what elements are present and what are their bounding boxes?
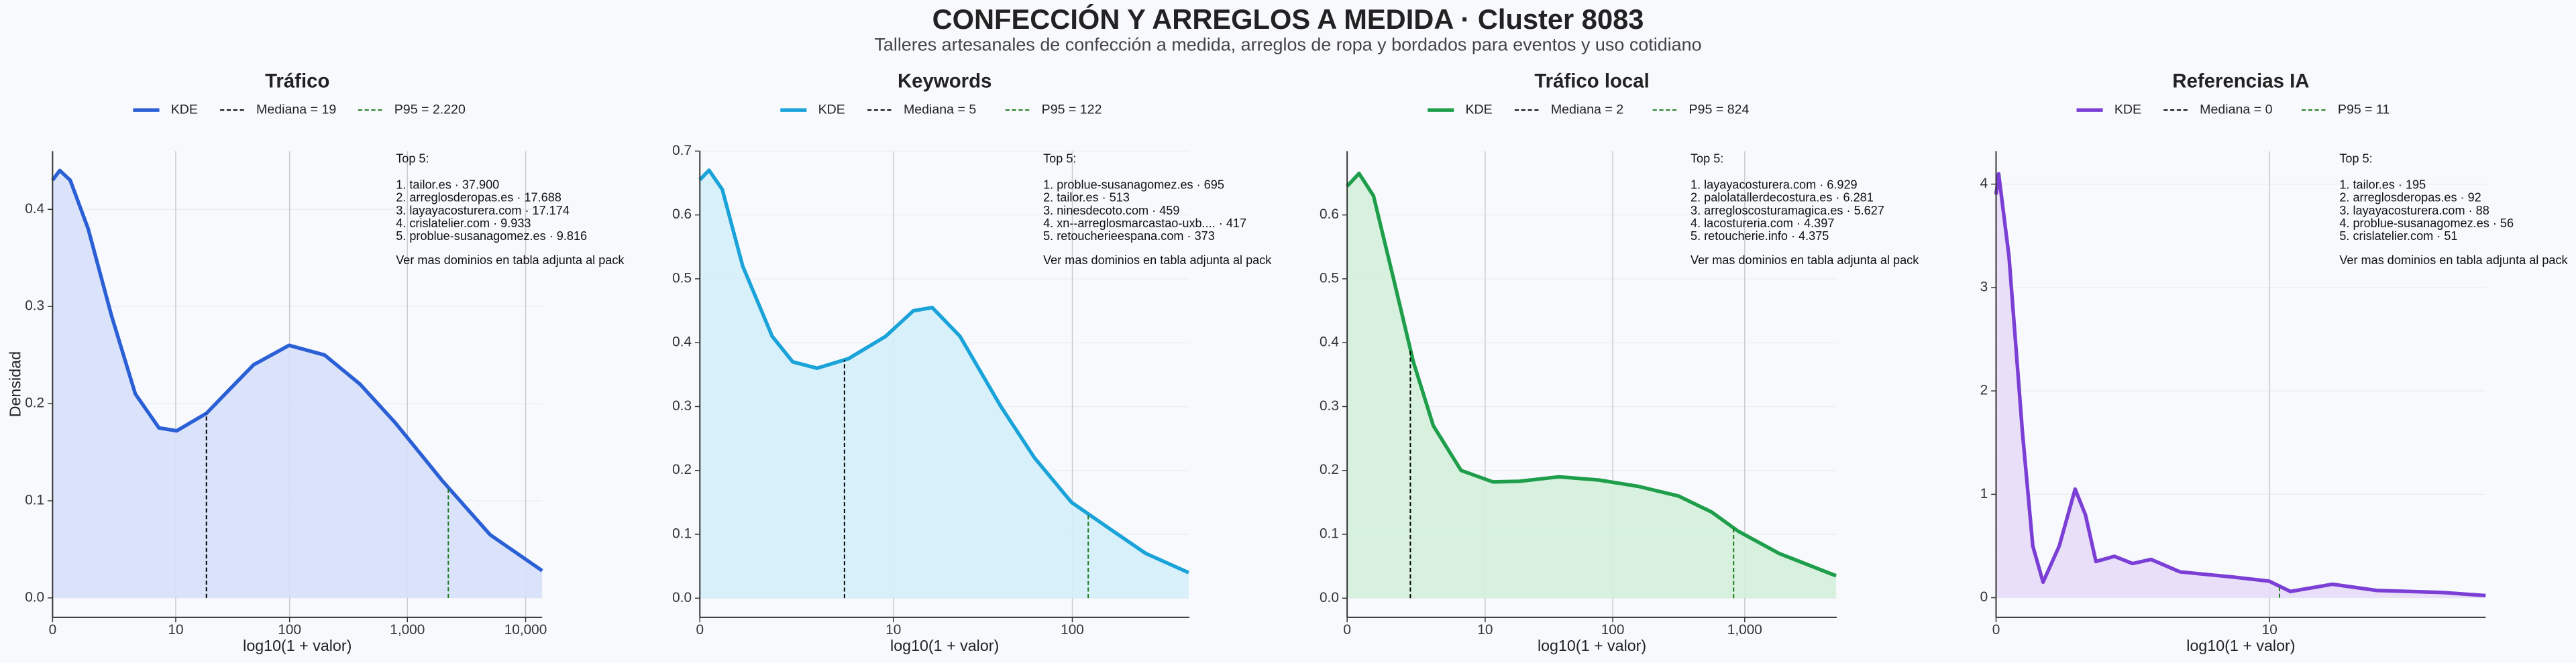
- annotation-item: 1. layayacosturera.com · 6.929: [1690, 178, 1858, 192]
- annotation-item: 2. arreglosderopas.es · 17.688: [396, 191, 561, 204]
- legend-label: KDE: [818, 102, 845, 117]
- x-tick-label: 10: [1477, 622, 1493, 638]
- annotation-note: Ver mas dominios en tabla adjunta al pac…: [396, 253, 625, 267]
- annotation-note: Ver mas dominios en tabla adjunta al pac…: [1043, 253, 1272, 267]
- annotation-title: Top 5:: [1043, 152, 1076, 165]
- annotation-item: 3. ninesdecoto.com · 459: [1043, 204, 1179, 217]
- annotation-item: 5. retoucherieespana.com · 373: [1043, 229, 1215, 243]
- x-tick-label: 10: [168, 622, 183, 638]
- annotation-title: Top 5:: [2339, 152, 2372, 165]
- y-tick-label: 3: [1980, 279, 1988, 294]
- legend-label: P95 = 122: [1042, 102, 1102, 117]
- annotation-item: 1. problue-susanagomez.es · 695: [1043, 178, 1224, 192]
- y-tick-label: 0.6: [1320, 206, 1339, 222]
- kde-area: [52, 170, 543, 598]
- annotation-title: Top 5:: [396, 152, 429, 165]
- y-tick-label: 0.0: [672, 590, 692, 605]
- subtitle: Talleres artesanales de confección a med…: [874, 35, 1701, 55]
- legend-label: Mediana = 5: [904, 102, 976, 117]
- x-axis-label: log10(1 + valor): [1538, 637, 1646, 654]
- x-tick-label: 10: [885, 622, 901, 638]
- x-axis-label: log10(1 + valor): [890, 637, 999, 654]
- legend-label: P95 = 824: [1689, 102, 1750, 117]
- legend-label: P95 = 11: [2338, 102, 2390, 117]
- kde-line: [51, 168, 543, 572]
- y-tick-label: 0: [1980, 589, 1988, 605]
- y-tick-label: 0.3: [1320, 398, 1339, 414]
- kde-line: [698, 168, 1190, 575]
- y-tick-label: 4: [1980, 176, 1988, 191]
- annotation-item: 1. tailor.es · 195: [2339, 178, 2426, 192]
- y-tick-label: 0.6: [672, 206, 692, 222]
- annotation-item: 3. layayacosturera.com · 88: [2339, 204, 2489, 217]
- panel-title: Referencias IA: [2172, 70, 2309, 92]
- kde-line: [1346, 172, 1837, 578]
- annotation-title: Top 5:: [1690, 152, 1723, 165]
- x-tick-label: 0: [1992, 622, 2000, 638]
- annotation-item: 2. arreglosderopas.es · 92: [2339, 191, 2481, 204]
- kde-area: [700, 170, 1189, 599]
- y-tick-label: 0.2: [25, 396, 44, 411]
- y-tick-label: 0.0: [1320, 590, 1339, 605]
- panel-title: Tráfico: [265, 70, 329, 92]
- legend-label: Mediana = 0: [2200, 102, 2272, 117]
- annotation-item: 4. crislatelier.com · 9.933: [396, 217, 531, 230]
- panel-title: Tráfico local: [1534, 70, 1649, 92]
- y-tick-label: 0.3: [672, 398, 692, 414]
- legend-label: Mediana = 2: [1551, 102, 1623, 117]
- y-tick-label: 0.2: [672, 462, 692, 477]
- annotation-item: 5. retoucherie.info · 4.375: [1690, 229, 1829, 243]
- x-tick-label: 1,000: [1727, 622, 1762, 638]
- y-tick-label: 0.7: [672, 143, 692, 158]
- annotation-note: Ver mas dominios en tabla adjunta al pac…: [2339, 253, 2568, 267]
- kde-area: [1347, 173, 1837, 599]
- x-tick-label: 100: [1601, 622, 1625, 638]
- x-tick-label: 100: [1061, 622, 1084, 638]
- x-tick-label: 0: [1343, 622, 1351, 638]
- legend-label: P95 = 2.220: [394, 102, 466, 117]
- y-tick-label: 0.3: [25, 298, 44, 314]
- x-tick-label: 0: [49, 622, 57, 638]
- y-tick-label: 0.1: [1320, 526, 1339, 542]
- y-tick-label: 0.1: [25, 492, 44, 507]
- kde-line: [1994, 172, 2486, 598]
- y-tick-label: 0.2: [1320, 462, 1339, 477]
- annotation-item: 5. crislatelier.com · 51: [2339, 229, 2457, 243]
- legend-label: KDE: [1465, 102, 1492, 117]
- y-tick-label: 0.1: [672, 526, 692, 542]
- annotation-item: 2. palolatallerdecostura.es · 6.281: [1690, 191, 1874, 204]
- annotation-item: 4. xn--arreglosmarcastao-uxb.... · 417: [1043, 217, 1246, 230]
- annotation-note: Ver mas dominios en tabla adjunta al pac…: [1690, 253, 1919, 267]
- y-tick-label: 1: [1980, 486, 1988, 501]
- y-tick-label: 0.5: [1320, 270, 1339, 286]
- y-tick-label: 2: [1980, 383, 1988, 398]
- annotation-item: 1. tailor.es · 37.900: [396, 178, 499, 192]
- annotation-item: 5. problue-susanagomez.es · 9.816: [396, 229, 587, 243]
- legend-label: KDE: [171, 102, 198, 117]
- annotation-item: 3. layayacosturera.com · 17.174: [396, 204, 570, 217]
- annotation-item: 4. problue-susanagomez.es · 56: [2339, 217, 2514, 230]
- x-tick-label: 10: [2262, 622, 2277, 638]
- y-axis-label: Densidad: [7, 351, 24, 417]
- annotation-item: 2. tailor.es · 513: [1043, 191, 1130, 204]
- main-title: CONFECCIÓN Y ARREGLOS A MEDIDA · Cluster…: [932, 3, 1644, 35]
- x-tick-label: 10,000: [504, 622, 547, 638]
- x-axis-label: log10(1 + valor): [243, 637, 352, 654]
- annotation-item: 4. lacostureria.com · 4.397: [1690, 217, 1834, 230]
- y-tick-label: 0.4: [25, 201, 44, 217]
- legend-label: KDE: [2114, 102, 2141, 117]
- annotation-item: 3. arregloscosturamagica.es · 5.627: [1690, 204, 1884, 217]
- y-tick-label: 0.4: [672, 335, 692, 350]
- y-tick-label: 0.0: [25, 589, 44, 605]
- y-tick-label: 0.4: [1320, 335, 1339, 350]
- y-tick-label: 0.5: [672, 270, 692, 286]
- x-tick-label: 100: [278, 622, 301, 638]
- x-tick-label: 0: [696, 622, 704, 638]
- legend-label: Mediana = 19: [256, 102, 336, 117]
- x-axis-label: log10(1 + valor): [2186, 637, 2295, 654]
- x-tick-label: 1,000: [390, 622, 425, 638]
- panel-title: Keywords: [898, 70, 991, 92]
